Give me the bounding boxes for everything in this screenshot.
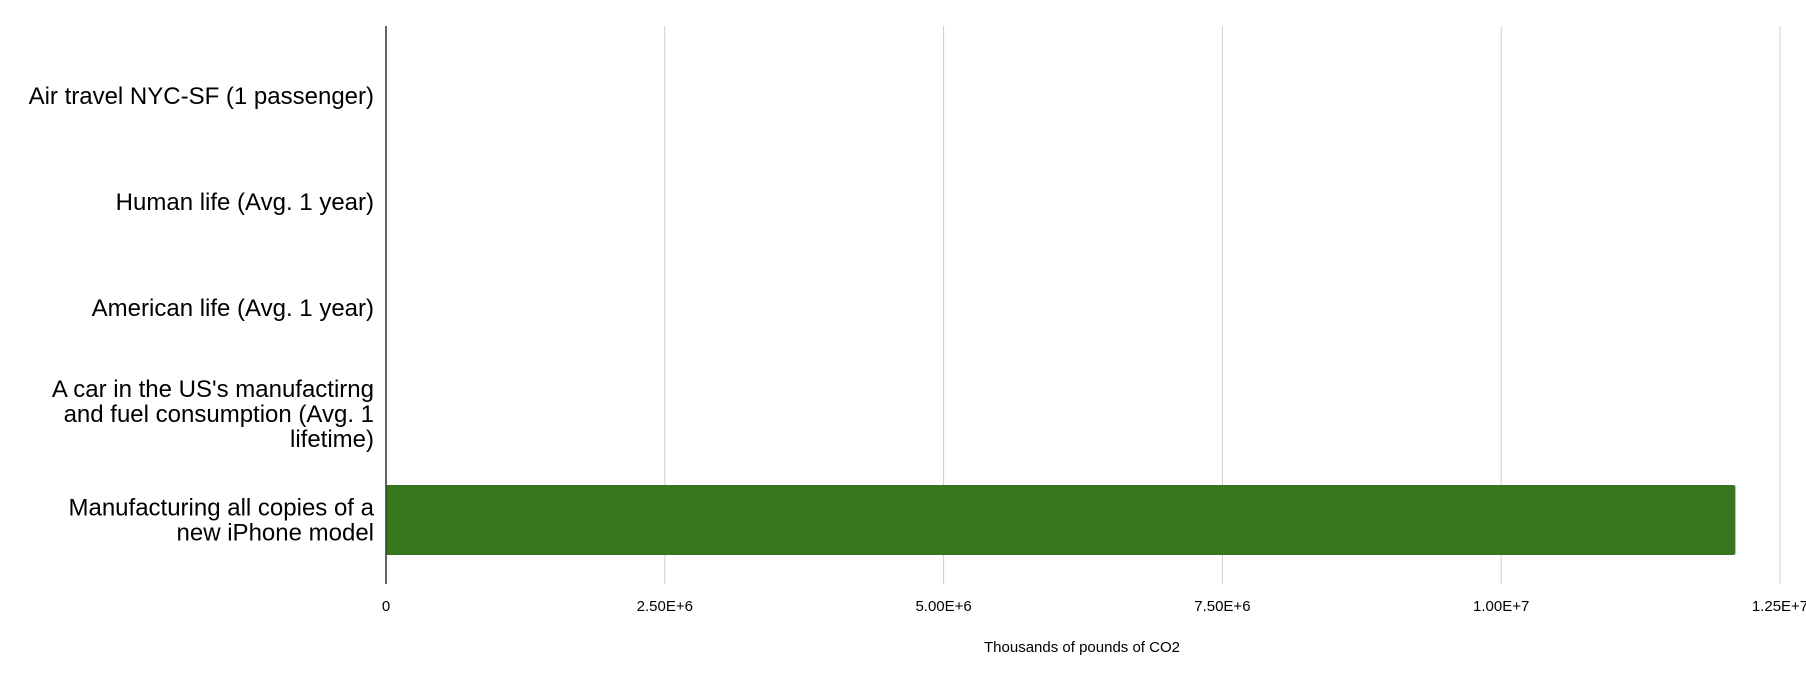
x-tick-label: 7.50E+6 <box>1194 598 1250 615</box>
bars <box>386 61 1736 555</box>
category-label: Human life (Avg. 1 year) <box>116 189 374 216</box>
category-label: American life (Avg. 1 year) <box>92 295 374 322</box>
bar <box>386 485 1736 555</box>
category-labels: Air travel NYC-SF (1 passenger) Human lif… <box>29 83 375 547</box>
x-tick-labels: 0 2.50E+6 5.00E+6 7.50E+6 1.00E+7 1.25E+7 <box>382 598 1806 615</box>
x-axis-title: Thousands of pounds of CO2 <box>984 639 1180 656</box>
x-tick-label: 5.00E+6 <box>915 598 971 615</box>
x-tick-label: 0 <box>382 598 390 615</box>
x-tick-label: 2.50E+6 <box>637 598 693 615</box>
category-label: A car in the US's manufactirng and fuel c… <box>52 376 374 453</box>
x-tick-label: 1.25E+7 <box>1752 598 1806 615</box>
category-label: Air travel NYC-SF (1 passenger) <box>29 83 374 110</box>
x-tick-label: 1.00E+7 <box>1473 598 1529 615</box>
category-label: Manufacturing all copies of a new iPhone … <box>68 495 374 547</box>
